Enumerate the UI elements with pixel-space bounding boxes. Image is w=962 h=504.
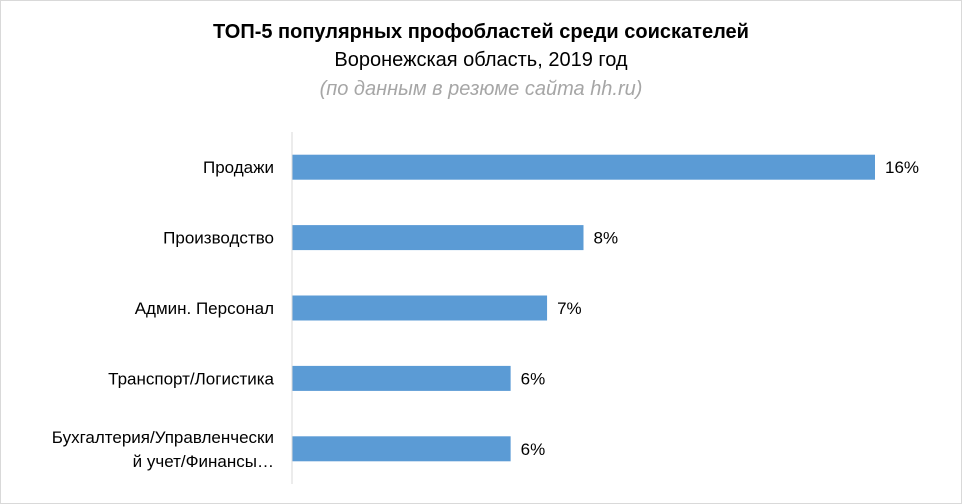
chart-source-note: (по данным в резюме сайта hh.ru) xyxy=(319,78,643,100)
bar xyxy=(292,295,548,321)
value-label: 6% xyxy=(521,440,546,459)
category-label: Бухгалтерия/Управленчески й учет/Финансы… xyxy=(52,428,274,471)
chart-title: ТОП-5 популярных профобластей среди соис… xyxy=(213,21,749,43)
value-label: 16% xyxy=(885,158,919,177)
chart-subtitle: Воронежская область, 2019 год xyxy=(334,49,628,71)
value-label: 8% xyxy=(594,229,619,248)
bar xyxy=(292,225,584,251)
value-label: 6% xyxy=(521,369,546,388)
bar xyxy=(292,436,511,462)
bar xyxy=(292,154,875,180)
category-label: Админ. Персонал xyxy=(135,299,274,318)
bar xyxy=(292,365,511,391)
chart-header: ТОП-5 популярных профобластей среди соис… xyxy=(0,18,962,104)
value-label: 7% xyxy=(557,299,582,318)
category-label: Производство xyxy=(163,229,274,248)
category-label: Продажи xyxy=(203,158,274,177)
category-label: Транспорт/Логистика xyxy=(108,369,274,388)
